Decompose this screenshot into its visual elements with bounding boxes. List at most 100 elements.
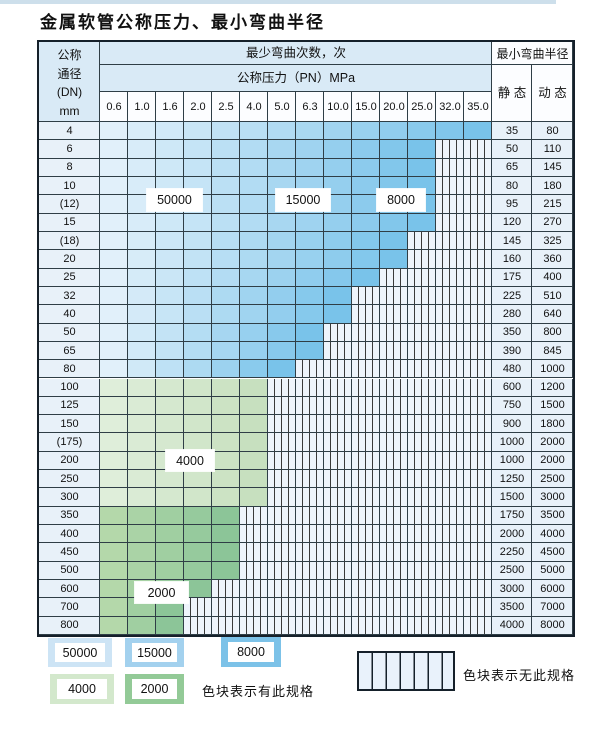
matrix-cell bbox=[128, 268, 156, 287]
no-spec-cell bbox=[324, 525, 352, 544]
no-spec-cell bbox=[408, 506, 436, 526]
legend-swatch-label: 15000 bbox=[132, 643, 177, 662]
dn-cell: 100 bbox=[39, 378, 100, 397]
no-spec-cell bbox=[324, 506, 352, 526]
matrix-cell bbox=[240, 195, 268, 214]
matrix-cell bbox=[100, 433, 128, 452]
static-radius-cell: 750 bbox=[492, 396, 532, 416]
dn-cell: 250 bbox=[39, 470, 100, 489]
matrix-cell bbox=[100, 360, 128, 379]
matrix-cell bbox=[128, 286, 156, 306]
no-spec-cell bbox=[380, 506, 408, 526]
matrix-cell bbox=[240, 268, 268, 287]
matrix-cell bbox=[296, 250, 324, 269]
no-spec-cell bbox=[352, 341, 380, 361]
no-spec-cell bbox=[352, 415, 380, 434]
matrix-cell bbox=[352, 268, 380, 287]
pressure-value-header: 32.0 bbox=[436, 92, 464, 122]
no-spec-cell bbox=[408, 525, 436, 544]
no-spec-cell bbox=[296, 360, 324, 379]
matrix-cell bbox=[324, 176, 352, 196]
matrix-cell bbox=[240, 213, 268, 232]
matrix-cell bbox=[296, 341, 324, 361]
matrix-cell bbox=[212, 122, 240, 141]
matrix-cell bbox=[212, 286, 240, 306]
matrix-cell bbox=[268, 268, 296, 287]
matrix-cell bbox=[240, 323, 268, 342]
no-spec-cell bbox=[436, 195, 464, 214]
no-spec-cell bbox=[324, 488, 352, 507]
dn-cell: (18) bbox=[39, 231, 100, 251]
legend-swatch: 15000 bbox=[125, 638, 184, 667]
matrix-cell bbox=[324, 268, 352, 287]
no-spec-cell bbox=[184, 616, 212, 635]
matrix-cell bbox=[296, 213, 324, 232]
dynamic-radius-cell: 4500 bbox=[532, 543, 573, 562]
dn-header-line: 通径 bbox=[57, 66, 82, 81]
static-radius-cell: 4000 bbox=[492, 616, 532, 635]
no-spec-cell bbox=[352, 396, 380, 416]
no-spec-cell bbox=[296, 415, 324, 434]
matrix-cell bbox=[100, 176, 128, 196]
no-spec-cell bbox=[380, 268, 408, 287]
legend-swatch-label: 4000 bbox=[57, 679, 107, 699]
dn-cell: 32 bbox=[39, 286, 100, 306]
matrix-cell bbox=[128, 525, 156, 544]
static-radius-cell: 120 bbox=[492, 213, 532, 232]
no-spec-cell bbox=[296, 561, 324, 581]
matrix-cell bbox=[240, 470, 268, 489]
dn-cell: 150 bbox=[39, 415, 100, 434]
matrix-cell bbox=[380, 213, 408, 232]
matrix-cell bbox=[156, 341, 184, 361]
no-spec-cell bbox=[352, 598, 380, 617]
dn-header-line: (DN) bbox=[56, 85, 83, 100]
matrix-cell bbox=[100, 506, 128, 526]
matrix-cell bbox=[268, 122, 296, 141]
no-spec-cell bbox=[464, 140, 492, 159]
dynamic-radius-cell: 2500 bbox=[532, 470, 573, 489]
no-spec-cell bbox=[408, 341, 436, 361]
matrix-cell bbox=[212, 543, 240, 562]
cycles-header-cell: 最少弯曲次数，次 bbox=[100, 42, 492, 65]
no-spec-cell bbox=[464, 195, 492, 214]
no-spec-cell bbox=[324, 451, 352, 471]
no-spec-cell bbox=[240, 525, 268, 544]
pressure-value-header: 20.0 bbox=[380, 92, 408, 122]
matrix-cell bbox=[100, 598, 128, 617]
static-radius-cell: 600 bbox=[492, 378, 532, 397]
no-spec-cell bbox=[324, 616, 352, 635]
matrix-cell bbox=[156, 122, 184, 141]
matrix-cell bbox=[156, 433, 184, 452]
no-spec-cell bbox=[464, 433, 492, 452]
matrix-cell bbox=[268, 360, 296, 379]
pressure-value-header: 1.6 bbox=[156, 92, 184, 122]
matrix-cell bbox=[156, 286, 184, 306]
matrix-cell bbox=[212, 250, 240, 269]
no-spec-cell bbox=[408, 286, 436, 306]
no-spec-cell bbox=[352, 543, 380, 562]
no-spec-cell bbox=[212, 580, 240, 599]
no-spec-cell bbox=[408, 231, 436, 251]
matrix-cell bbox=[184, 561, 212, 581]
no-spec-cell bbox=[352, 561, 380, 581]
matrix-cell bbox=[324, 122, 352, 141]
dynamic-radius-cell: 845 bbox=[532, 341, 573, 361]
no-spec-cell bbox=[352, 305, 380, 324]
dn-cell: 50 bbox=[39, 323, 100, 342]
static-radius-cell: 2000 bbox=[492, 525, 532, 544]
legend-has-spec-note: 色块表示有此规格 bbox=[202, 684, 315, 699]
no-spec-cell bbox=[296, 378, 324, 397]
matrix-cell bbox=[184, 433, 212, 452]
no-spec-cell bbox=[324, 543, 352, 562]
matrix-cell bbox=[156, 470, 184, 489]
matrix-cell bbox=[464, 122, 492, 141]
matrix-cell bbox=[100, 195, 128, 214]
no-spec-cell bbox=[408, 268, 436, 287]
dn-cell: 500 bbox=[39, 561, 100, 581]
no-spec-cell bbox=[212, 616, 240, 635]
no-spec-cell bbox=[408, 415, 436, 434]
matrix-cell bbox=[240, 176, 268, 196]
pressure-value-header: 5.0 bbox=[268, 92, 296, 122]
matrix-cell bbox=[380, 122, 408, 141]
matrix-cell bbox=[212, 451, 240, 471]
